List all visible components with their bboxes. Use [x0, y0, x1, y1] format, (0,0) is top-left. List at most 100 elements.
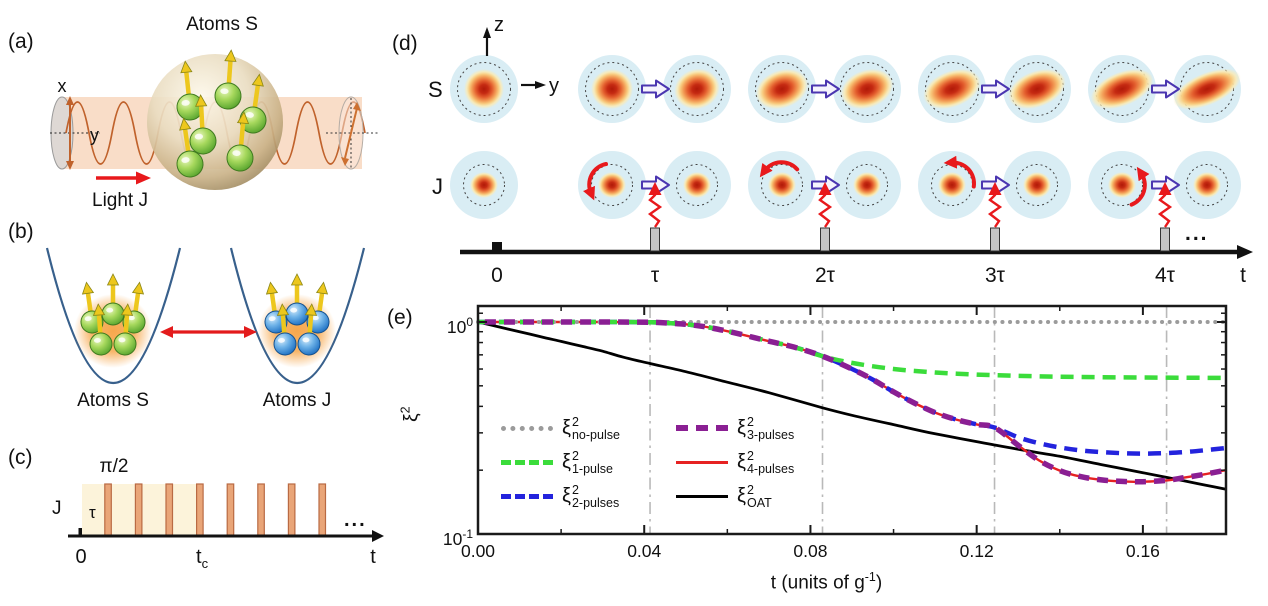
- t-end-label: t: [1240, 264, 1246, 287]
- ellipsis: ...: [1185, 222, 1209, 245]
- plot-frame: [476, 304, 1228, 536]
- spin-arrow-head: [265, 281, 279, 295]
- squeezed-state-blob: [591, 69, 633, 109]
- legend-item-4-pulses: ξ 2 4-pulses: [676, 448, 795, 476]
- y-tick-label-0p1: 10-1: [442, 527, 473, 549]
- well-atoms-group: [80, 273, 330, 356]
- uncertainty-ring: [840, 62, 894, 116]
- atom-highlight: [268, 316, 276, 322]
- y-axis-label: y: [90, 125, 99, 145]
- squeezed-state-blob: [1173, 68, 1241, 110]
- row-s-label: S: [428, 77, 443, 102]
- polarization-arrow: [344, 107, 358, 159]
- pi-half-pulse-bar: [196, 483, 204, 537]
- atom-highlight: [118, 337, 126, 343]
- spin-arrow-head: [106, 273, 120, 286]
- j-state-blob: [1193, 172, 1221, 198]
- time-label: τ: [651, 264, 660, 287]
- spin-arrow-head: [315, 281, 329, 295]
- atoms-s-title: Atoms S: [186, 14, 258, 35]
- atom-with-spin-arrow: [226, 111, 254, 172]
- origin-label: 0: [75, 546, 86, 568]
- potential-well-right: [229, 247, 366, 384]
- j-state-blob: [853, 172, 881, 198]
- squeezed-state-blob: [674, 68, 720, 110]
- atom-highlight: [277, 337, 285, 343]
- y-tick-label-1: 100: [446, 315, 473, 337]
- legend-swatch-1-pulse: [501, 459, 553, 465]
- atom-with-spin-arrow: [239, 73, 267, 134]
- series-path-3-pulses: [477, 319, 1227, 485]
- origin-tick: [492, 242, 502, 252]
- legend-item-OAT: ξ 2 OAT: [676, 483, 794, 510]
- atom-highlight: [290, 307, 298, 313]
- time-label: 2τ: [815, 264, 836, 287]
- pi-half-pulse-bar: [318, 483, 327, 537]
- exchange-arrowhead-right: [244, 326, 257, 338]
- pulse-angle-label: π/2: [100, 456, 129, 477]
- evolution-arrow-icon: [811, 79, 840, 99]
- panel-a-label: (a): [8, 30, 34, 53]
- squeezed-state-blob: [1008, 69, 1066, 109]
- x-axis-label: x: [58, 76, 67, 96]
- ellipsis: ...: [344, 509, 367, 531]
- j-state-blob: [470, 172, 498, 198]
- x-tick-label: 0.04: [627, 541, 661, 561]
- atom-sphere: [176, 150, 204, 178]
- t-end-label: t: [370, 546, 376, 568]
- x-tick-label: 0.08: [793, 541, 827, 561]
- rotation-arrow-icon: [1129, 166, 1150, 207]
- rotation-arrow-icon: [759, 160, 800, 178]
- atom-highlight: [181, 100, 190, 106]
- evolution-arrow-icon: [641, 79, 670, 99]
- spin-arrow-head: [81, 281, 95, 295]
- legend-label-4-pulses: ξ 2 4-pulses: [737, 448, 795, 476]
- atom-with-spin-arrow: [214, 49, 242, 110]
- evolution-arrow-icon: [981, 79, 1010, 99]
- spin-arrow-head: [92, 303, 106, 316]
- tc-label: tc: [196, 546, 209, 571]
- uncertainty-ring: [670, 62, 724, 116]
- pi-half-pulse-bar: [287, 483, 296, 537]
- legend-swatch-4-pulses: [676, 460, 728, 464]
- spin-arrow-head: [236, 111, 250, 125]
- legend-item-3-pulses: ξ 2 3-pulses: [676, 415, 794, 442]
- photon-squiggle-arrow-icon: [1157, 182, 1173, 228]
- time-label: 4τ: [1155, 264, 1176, 287]
- legend-item-1-pulse: ξ 2 1-pulse: [501, 449, 620, 476]
- panel-a-light-atom-schematic: (a) Atoms S y x Light J: [8, 14, 378, 211]
- x-tick-label: 0.12: [960, 541, 994, 561]
- uncertainty-ring: [846, 164, 888, 206]
- spin-arrow-head: [179, 117, 192, 131]
- legend-item-no-pulse: ξ 2 no-pulse: [501, 414, 620, 442]
- atom-highlight: [311, 315, 319, 321]
- atom-with-spin-arrow: [297, 303, 321, 356]
- x-tick-label: 0.16: [1126, 541, 1160, 561]
- panel-e-squeezing-plot: 0.00 0.04 0.08 0.12 0.16 (e) 100 10-1 ξ2 t (…: [385, 298, 1268, 606]
- photon-squiggle-arrow-icon: [987, 182, 1003, 228]
- time-axis-arrowhead: [372, 530, 384, 542]
- legend-label-2-pulses: ξ 2 2-pulses: [562, 482, 620, 510]
- tau-interval-label: τ: [89, 503, 96, 522]
- atoms-j-well-label: Atoms J: [263, 390, 332, 411]
- uncertainty-ring: [1101, 164, 1143, 206]
- polarization-arrowhead-up: [353, 102, 361, 111]
- atoms-s-well-label: Atoms S: [77, 390, 149, 411]
- polarization-arrowhead-down: [341, 157, 349, 166]
- legend-label-no-pulse: ξ 2 no-pulse: [562, 414, 620, 442]
- z-axis-label: z: [494, 14, 504, 36]
- j-state-blob: [938, 172, 966, 198]
- x-tick-label: 0.00: [461, 541, 495, 561]
- spin-arrow-head: [251, 73, 264, 87]
- time-label: 3τ: [985, 264, 1006, 287]
- atom-with-spin-arrow: [113, 303, 137, 356]
- rotation-arrow-icon: [583, 162, 608, 201]
- legend-swatch-3-pulses: [676, 425, 728, 431]
- chart-shapes: 0.00 0.04 0.08 0.12 0.16: [461, 304, 1228, 561]
- pulse-bar: [990, 227, 1000, 252]
- x-axis-title: t (units of g-1): [770, 570, 883, 594]
- pulse-bar: [1160, 227, 1170, 252]
- z-axis-arrowhead: [483, 27, 491, 38]
- panel-e-label: (e): [387, 306, 413, 329]
